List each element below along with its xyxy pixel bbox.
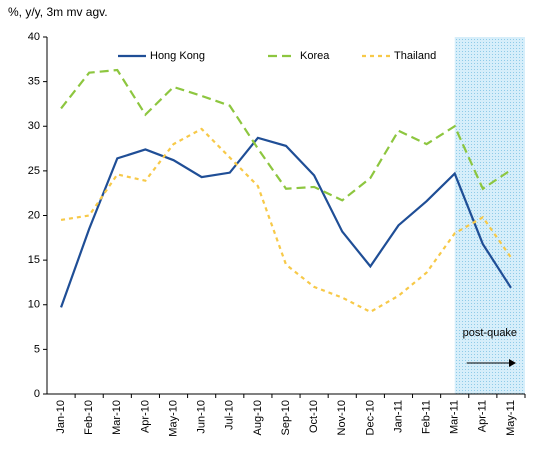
y-tick-label: 5 — [34, 343, 40, 355]
x-tick-label: Jan-10 — [55, 400, 67, 434]
y-tick-label: 35 — [28, 76, 40, 88]
x-tick-label: Oct-10 — [308, 400, 320, 433]
x-tick-label: Apr-10 — [139, 400, 151, 433]
x-tick-label: Aug-10 — [252, 400, 264, 435]
x-tick-label: Sep-10 — [280, 400, 292, 435]
x-tick-label: Nov-10 — [336, 400, 348, 435]
x-tick-label: Feb-10 — [83, 400, 95, 435]
y-tick-label: 20 — [28, 209, 40, 221]
y-tick-label: 25 — [28, 165, 40, 177]
x-tick-label: Jan-11 — [392, 400, 404, 433]
x-tick-label: May-10 — [167, 400, 179, 437]
highlight-label: post-quake — [463, 327, 517, 339]
x-tick-label: Mar-11 — [449, 400, 461, 434]
y-tick-label: 0 — [34, 388, 40, 400]
y-tick-label: 30 — [28, 120, 40, 132]
legend-label: Hong Kong — [150, 50, 205, 62]
subtitle: %, y/y, 3m mv agv. — [8, 5, 108, 19]
series-line — [60, 136, 512, 308]
series-line — [60, 68, 512, 202]
x-tick-label: Jun-10 — [196, 400, 208, 434]
series-line — [60, 127, 512, 314]
x-tick-label: Dec-10 — [364, 400, 376, 435]
legend-label: Korea — [300, 50, 330, 62]
y-tick-label: 10 — [28, 299, 40, 311]
legend-label: Thailand — [394, 50, 436, 62]
x-tick-label: Jul-10 — [224, 400, 236, 430]
highlight-region — [454, 37, 525, 394]
x-tick-label: Mar-10 — [111, 400, 123, 435]
y-tick-label: 40 — [28, 31, 40, 43]
x-tick-label: Apr-11 — [477, 400, 489, 432]
y-tick-label: 15 — [28, 254, 40, 266]
x-tick-label: May-11 — [505, 400, 517, 436]
x-tick-label: Feb-11 — [420, 400, 432, 434]
arrow-head — [509, 359, 516, 367]
